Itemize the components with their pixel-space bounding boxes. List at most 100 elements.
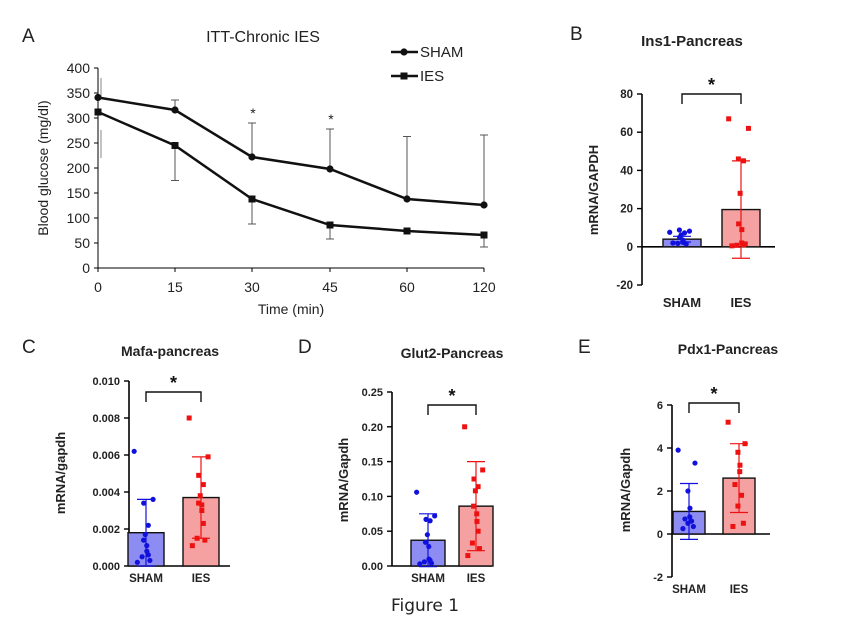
ies-data-point bbox=[94, 108, 102, 116]
ies-data-point bbox=[199, 508, 205, 513]
panel-d-bar-chart: D Glut2-Pancreas mRNA/Gapdh 0.00 0.05 0.10 0.1… bbox=[298, 337, 504, 585]
significance-star: * bbox=[448, 386, 455, 406]
y-tick-label: 0.006 bbox=[92, 450, 120, 462]
ies-data-point bbox=[202, 537, 208, 543]
chart-title: Glut2-Pancreas bbox=[401, 345, 504, 361]
ies-data-point bbox=[471, 503, 477, 509]
sham-data-point bbox=[687, 505, 693, 511]
panel-letter: C bbox=[22, 337, 36, 358]
ies-data-point bbox=[739, 227, 745, 233]
sham-data-point bbox=[680, 526, 686, 532]
sham-data-point bbox=[140, 537, 147, 543]
ies-data-point bbox=[200, 482, 206, 488]
sham-series-line bbox=[97, 96, 485, 207]
panel-letter: D bbox=[298, 337, 312, 358]
y-tick-label: 200 bbox=[67, 160, 91, 176]
sham-data-point bbox=[422, 539, 429, 545]
y-tick-label: 4 bbox=[657, 443, 664, 455]
sham-data-point bbox=[145, 552, 151, 558]
ies-data-point bbox=[475, 484, 481, 490]
ies-data-point bbox=[248, 195, 256, 203]
y-axis-label: mRNA/Gapdh bbox=[336, 438, 351, 523]
y-axis-label: Blood glucose (mg/dl) bbox=[35, 100, 51, 235]
y-tick-label: 0.000 bbox=[92, 561, 120, 573]
x-category-label: IES bbox=[731, 295, 752, 310]
y-tick-label: 0.002 bbox=[92, 524, 120, 536]
ies-data-point bbox=[735, 156, 741, 162]
x-category-label: SHAM bbox=[129, 573, 163, 585]
panel-b-bar-chart: B Ins1-Pancreas mRNA/GAPDH -20 0 20 40 60 80 SHAM… bbox=[570, 24, 775, 310]
sham-data-point bbox=[480, 201, 488, 209]
ies-data-point bbox=[196, 500, 202, 506]
y-tick-label: 400 bbox=[67, 60, 91, 76]
sham-data-point bbox=[414, 489, 420, 495]
y-tick-label: 0.25 bbox=[362, 387, 383, 399]
sham-data-point bbox=[675, 447, 681, 453]
y-axis-label: mRNA/GAPDH bbox=[586, 145, 601, 235]
x-tick-label: 0 bbox=[94, 279, 102, 295]
ies-data-point bbox=[735, 449, 741, 455]
legend-ies-label: IES bbox=[420, 68, 444, 85]
sham-data-point bbox=[141, 500, 147, 506]
legend-sham-marker bbox=[400, 48, 408, 56]
ies-data-point bbox=[737, 469, 743, 475]
ies-data-point bbox=[476, 546, 482, 552]
ies-data-point bbox=[480, 467, 486, 473]
significance-bracket bbox=[681, 93, 742, 104]
ies-data-point bbox=[475, 528, 481, 534]
significance-bracket bbox=[145, 391, 202, 402]
y-tick-label: 0.010 bbox=[92, 376, 120, 388]
x-tick-label: 60 bbox=[399, 279, 415, 295]
y-tick-label: 0 bbox=[82, 260, 90, 276]
sham-data-point bbox=[171, 106, 179, 114]
ies-series-line bbox=[97, 110, 485, 237]
y-tick-label: -2 bbox=[653, 572, 663, 584]
sham-data-point bbox=[676, 227, 682, 233]
y-tick-label: 40 bbox=[620, 165, 633, 177]
significance-star: * bbox=[328, 111, 334, 127]
ies-data-point bbox=[465, 553, 471, 559]
chart-title: Mafa-pancreas bbox=[121, 343, 219, 359]
ies-data-point bbox=[745, 125, 751, 131]
ies-data-point bbox=[474, 511, 480, 517]
y-tick-label: -20 bbox=[616, 280, 633, 292]
significance-bracket bbox=[427, 404, 477, 415]
panel-e-bar-chart: E Pdx1-Pancreas mRNA/Gapdh -2 0 2 4 6 SHAM IES * bbox=[578, 337, 778, 596]
significance-star: * bbox=[710, 384, 717, 404]
sham-data-point bbox=[421, 559, 428, 565]
y-tick-label: 0.10 bbox=[362, 491, 383, 503]
x-tick-label: 15 bbox=[167, 279, 183, 295]
ies-data-point bbox=[741, 158, 747, 164]
panel-letter: A bbox=[22, 26, 35, 47]
ies-data-point bbox=[471, 476, 477, 482]
x-category-label: IES bbox=[730, 584, 749, 596]
sham-data-point bbox=[423, 516, 429, 522]
ies-data-point bbox=[737, 462, 743, 468]
y-tick-label: 0.05 bbox=[362, 526, 383, 538]
y-tick-label: 60 bbox=[620, 127, 633, 139]
sham-data-point bbox=[428, 560, 435, 566]
sham-data-point bbox=[427, 518, 433, 524]
y-tick-label: 0.20 bbox=[362, 422, 383, 434]
panel-letter: E bbox=[578, 337, 591, 358]
sham-data-point bbox=[134, 559, 140, 565]
ies-data-point bbox=[736, 221, 742, 227]
y-tick-label: 2 bbox=[657, 486, 663, 498]
legend-ies-marker bbox=[400, 72, 408, 80]
x-category-label: SHAM bbox=[663, 295, 701, 310]
y-tick-label: 0 bbox=[657, 529, 663, 541]
ies-data-point bbox=[480, 231, 488, 239]
y-tick-label: 50 bbox=[74, 235, 90, 251]
x-category-label: SHAM bbox=[672, 584, 706, 596]
sham-data-point bbox=[692, 460, 698, 466]
ies-data-point bbox=[739, 492, 745, 498]
y-tick-label: 100 bbox=[67, 210, 91, 226]
sham-data-point bbox=[147, 557, 153, 564]
sham-data-point bbox=[432, 513, 438, 519]
panel-letter: B bbox=[570, 24, 583, 45]
sham-data-point bbox=[150, 496, 156, 502]
y-tick-label: 80 bbox=[620, 89, 633, 101]
significance-star: * bbox=[708, 75, 715, 95]
sham-data-point bbox=[685, 488, 691, 494]
